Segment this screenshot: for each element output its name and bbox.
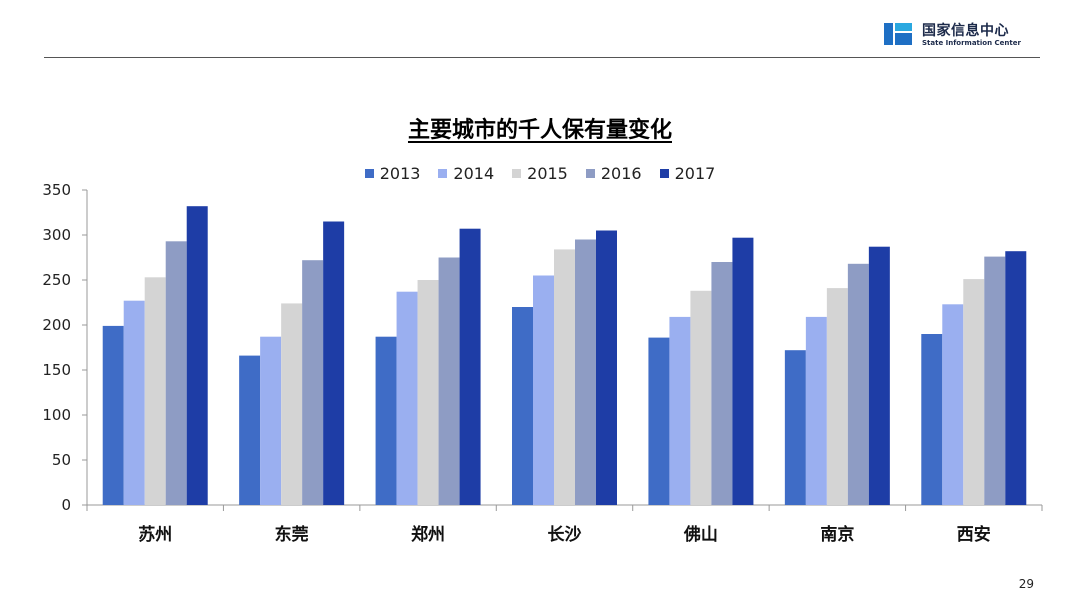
bar-2016-2: [438, 257, 460, 505]
bar-2013-6: [921, 334, 943, 505]
bar-2016-1: [302, 260, 324, 505]
bar-2014-5: [805, 316, 827, 505]
x-category-label: 佛山: [683, 524, 718, 545]
bar-2013-2: [375, 336, 397, 505]
bar-2014-0: [123, 300, 145, 505]
bar-2015-1: [281, 303, 303, 505]
bar-2014-3: [533, 275, 554, 505]
y-tick-label: 150: [42, 361, 71, 379]
x-category-label: 南京: [820, 524, 854, 545]
bar-2016-4: [711, 262, 733, 505]
legend-item-2014: 2014: [438, 164, 494, 183]
bar-2016-6: [984, 256, 1006, 505]
legend-swatch: [512, 169, 522, 178]
legend-label: 2013: [379, 164, 421, 183]
y-tick-label: 50: [52, 451, 71, 469]
legend-swatch: [438, 169, 448, 178]
header-logo: 国家信息中心 State Information Center: [884, 20, 1044, 50]
y-tick-label: 350: [42, 181, 71, 199]
x-category-label: 苏州: [138, 524, 172, 545]
bar-2017-1: [323, 221, 345, 505]
bar-2015-6: [963, 279, 985, 505]
bar-2014-2: [396, 291, 418, 505]
bar-2016-3: [575, 239, 596, 505]
bar-2013-1: [239, 355, 261, 505]
bar-2015-0: [144, 277, 166, 505]
bar-2013-3: [512, 307, 533, 505]
legend-swatch: [364, 169, 374, 178]
y-tick-label: 250: [42, 271, 71, 289]
legend-swatch: [659, 169, 669, 178]
x-category-label: 郑州: [411, 524, 445, 545]
bar-2017-2: [459, 228, 481, 505]
legend-label: 2017: [674, 164, 716, 183]
y-tick-label: 200: [42, 316, 71, 334]
bar-2017-6: [1005, 251, 1027, 505]
chart-title: 主要城市的千人保有量变化: [407, 118, 672, 143]
bar-2017-0: [186, 206, 208, 505]
bar-2014-6: [942, 304, 964, 505]
y-tick-label: 0: [61, 496, 71, 514]
legend-item-2016: 2016: [585, 164, 642, 183]
logo-chinese-name: 国家信息中心: [922, 23, 1009, 39]
header-divider: [44, 57, 1040, 58]
bar-2017-5: [868, 246, 890, 505]
legend-label: 2015: [527, 164, 568, 183]
bar-2015-3: [554, 249, 575, 505]
legend-item-2017: 2017: [659, 164, 716, 183]
bar-2016-0: [165, 241, 187, 506]
bar-2015-5: [826, 288, 848, 505]
y-tick-label: 300: [42, 226, 71, 244]
bar-2015-4: [690, 290, 712, 505]
bar-2014-4: [669, 316, 691, 505]
legend-label: 2016: [600, 164, 642, 183]
chart-legend: 2013 2014 2015 2016 2017: [0, 164, 1080, 183]
bar-2015-2: [417, 280, 439, 505]
page-number: 29: [1018, 577, 1034, 591]
x-category-label: 长沙: [548, 524, 582, 545]
bar-2013-0: [102, 325, 124, 505]
legend-item-2013: 2013: [364, 164, 421, 183]
logo-english-name: State Information Center: [922, 39, 1021, 47]
x-category-label: 东莞: [275, 524, 309, 545]
bar-2017-3: [596, 230, 617, 505]
legend-item-2015: 2015: [512, 164, 568, 183]
bar-2016-5: [847, 263, 869, 505]
bar-2013-4: [648, 337, 670, 505]
bar-2014-1: [260, 336, 282, 505]
x-category-label: 西安: [957, 524, 991, 545]
bar-2017-4: [732, 237, 754, 505]
bar-2013-5: [784, 350, 806, 505]
legend-swatch: [585, 169, 595, 178]
legend-label: 2014: [453, 164, 495, 183]
state-information-center-logo-icon: [884, 23, 912, 45]
y-tick-label: 100: [42, 406, 71, 424]
